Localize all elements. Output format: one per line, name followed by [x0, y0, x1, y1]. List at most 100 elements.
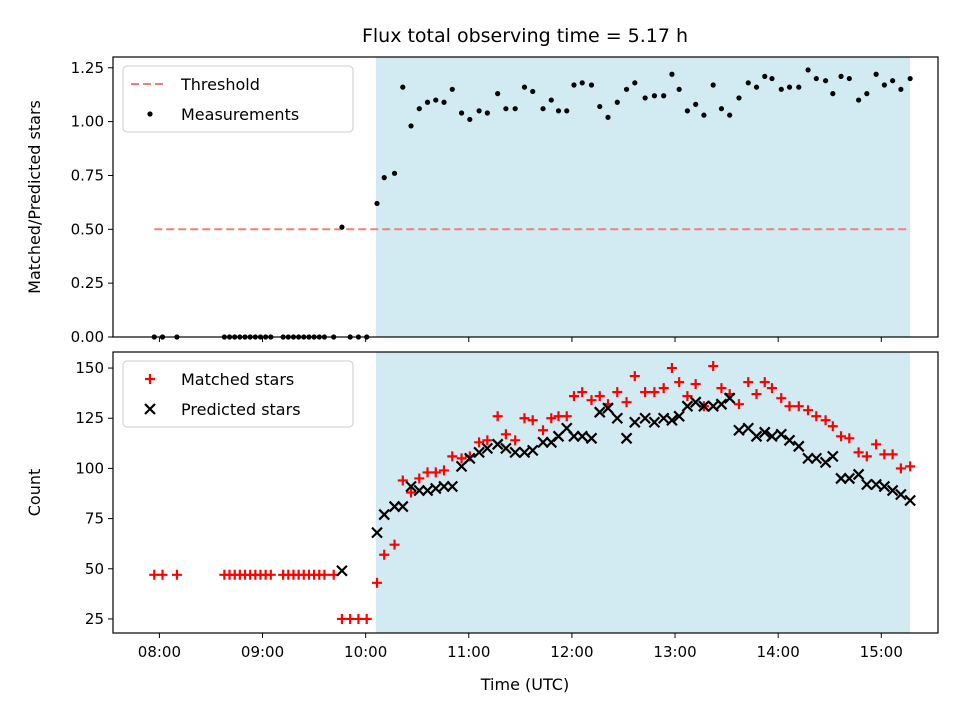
- data-point: [887, 449, 898, 460]
- data-point: [481, 442, 494, 455]
- data-point: [568, 430, 580, 443]
- data-point: [391, 170, 398, 176]
- data-point: [811, 411, 822, 422]
- data-point: [666, 414, 678, 427]
- series-predicted-stars: [336, 392, 916, 577]
- data-point: [676, 86, 682, 92]
- data-point: [783, 434, 796, 447]
- data-point: [408, 123, 414, 129]
- data-point: [605, 114, 611, 120]
- x-tick-label: 14:00: [757, 643, 800, 661]
- y-tick-label: 75: [85, 510, 104, 528]
- data-point: [661, 93, 667, 99]
- data-point: [715, 398, 728, 410]
- data-point: [844, 433, 855, 444]
- data-point: [651, 93, 658, 99]
- data-point: [464, 452, 476, 465]
- data-point: [594, 391, 605, 402]
- data-point: [846, 75, 852, 82]
- data-point: [519, 413, 530, 424]
- x-tick-label: 08:00: [138, 643, 181, 661]
- legend: Matched stars Predicted stars: [122, 360, 354, 428]
- x-tick-label: 13:00: [653, 643, 696, 661]
- data-point: [561, 411, 572, 422]
- data-point: [793, 440, 805, 453]
- y-tick-label: 1.25: [71, 59, 104, 77]
- data-point: [474, 437, 485, 448]
- data-point: [441, 99, 447, 105]
- x-tick-label: 15:00: [860, 643, 903, 661]
- data-point: [890, 78, 896, 84]
- data-point: [673, 410, 685, 423]
- data-point: [530, 88, 536, 95]
- data-point: [793, 401, 804, 412]
- data-point: [361, 613, 372, 624]
- data-point: [775, 428, 788, 441]
- data-point: [827, 421, 838, 432]
- data-point: [870, 478, 882, 491]
- data-point: [684, 108, 691, 114]
- data-point: [611, 412, 624, 425]
- data-point: [623, 86, 630, 92]
- data-point: [820, 415, 831, 426]
- data-point: [810, 452, 823, 465]
- data-point: [521, 84, 528, 90]
- data-point: [766, 430, 778, 443]
- data-point: [707, 400, 719, 412]
- data-point: [861, 478, 873, 491]
- y-tick-label: 0.75: [71, 166, 104, 184]
- data-point: [446, 480, 459, 493]
- data-point: [503, 106, 509, 112]
- bottom-panel: 08:00 09:00 10:00 11:00 12:00 13:00 14:00 15:00…: [25, 351, 939, 661]
- data-point: [853, 447, 864, 458]
- data-point: [827, 450, 839, 463]
- data-point: [784, 401, 795, 412]
- x-tick-label: 10:00: [344, 643, 387, 661]
- data-point: [878, 480, 891, 493]
- data-point: [813, 75, 819, 82]
- data-point: [510, 435, 521, 446]
- data-point: [171, 569, 182, 580]
- data-point: [905, 461, 916, 472]
- data-point: [467, 116, 473, 123]
- data-point: [796, 84, 802, 90]
- data-point: [500, 429, 511, 440]
- data-point: [745, 80, 751, 86]
- data-point: [750, 430, 763, 443]
- series-matched-stars: [149, 361, 916, 624]
- data-point: [449, 86, 455, 92]
- data-point: [629, 416, 641, 429]
- data-point: [518, 446, 531, 459]
- data-point: [571, 82, 577, 88]
- data-point: [632, 80, 638, 86]
- data-point: [588, 82, 595, 88]
- data-point: [803, 405, 814, 416]
- data-point: [674, 377, 685, 388]
- y-tick-label: 0.25: [71, 274, 104, 292]
- data-point: [658, 383, 669, 394]
- data-point: [548, 97, 554, 103]
- data-point: [861, 451, 872, 462]
- y-tick-label: 100: [75, 459, 104, 477]
- data-point: [473, 446, 485, 459]
- data-point: [629, 371, 640, 382]
- data-point: [612, 387, 623, 398]
- data-point: [904, 494, 916, 507]
- data-point: [339, 224, 345, 230]
- legend-label: Measurements: [181, 105, 299, 124]
- data-point: [597, 103, 603, 110]
- data-point: [509, 446, 521, 459]
- data-point: [620, 432, 633, 445]
- legend-label: Matched stars: [181, 370, 294, 389]
- y-tick-label: 0.00: [71, 328, 104, 346]
- data-point: [447, 451, 458, 462]
- data-point: [421, 484, 434, 497]
- data-point: [836, 431, 847, 442]
- data-point: [753, 84, 760, 90]
- data-point: [389, 539, 400, 550]
- data-point: [681, 400, 694, 412]
- data-point: [379, 549, 390, 560]
- data-point: [689, 396, 702, 408]
- data-point: [852, 468, 865, 481]
